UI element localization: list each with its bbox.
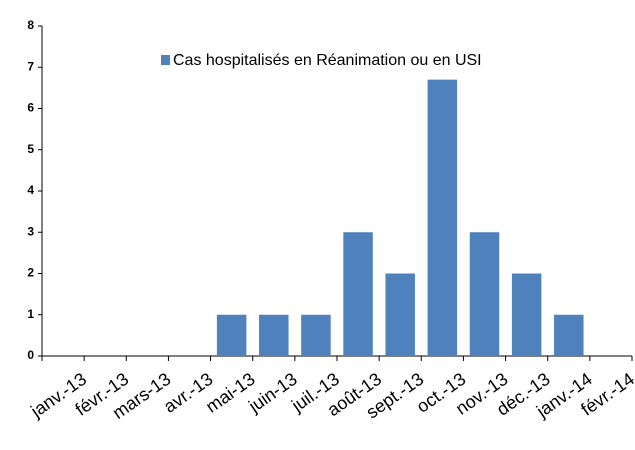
bar (385, 273, 415, 356)
y-tick-label: 3 (27, 224, 34, 238)
y-tick-label: 5 (27, 142, 34, 156)
x-tick-label: juin-13 (244, 369, 301, 417)
bar (554, 314, 584, 356)
y-tick-label: 2 (27, 266, 34, 280)
bar (301, 314, 331, 356)
legend-label: Cas hospitalisés en Réanimation ou en US… (173, 52, 482, 69)
legend-swatch (161, 55, 170, 65)
y-tick-label: 8 (27, 18, 34, 32)
bar (511, 273, 542, 356)
bar (259, 314, 289, 356)
y-tick-label: 7 (27, 59, 34, 73)
y-tick-label: 0 (27, 348, 34, 362)
y-tick-label: 4 (27, 183, 34, 197)
bar (216, 314, 247, 356)
y-tick-label: 6 (27, 101, 34, 115)
y-tick-label: 1 (27, 307, 34, 321)
bar (343, 232, 373, 356)
bar (469, 232, 500, 356)
x-tick-label: mai-13 (202, 369, 259, 417)
bar (427, 79, 458, 356)
